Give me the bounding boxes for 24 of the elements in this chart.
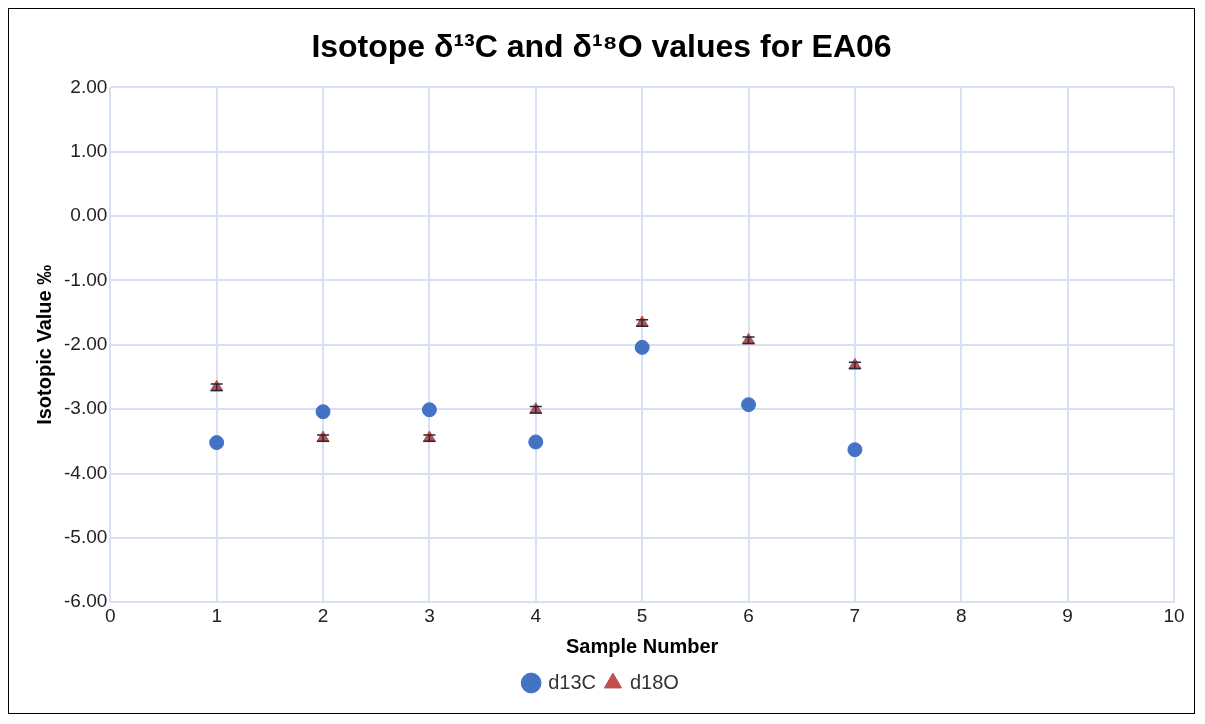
x-tick-label: 6 xyxy=(743,604,754,626)
x-tick-label: 4 xyxy=(530,604,542,626)
y-tick-label: 2.00 xyxy=(70,75,108,97)
x-tick-label: 2 xyxy=(317,604,329,626)
y-tick-label: -5.00 xyxy=(63,526,108,548)
x-tick-label: 5 xyxy=(636,604,648,626)
y-tick-label: 0.00 xyxy=(70,204,108,226)
y-tick-label: -3.00 xyxy=(63,397,108,419)
x-tick-label: 0 xyxy=(105,604,116,626)
x-tick-label: 9 xyxy=(1062,604,1073,626)
x-tick-label: 8 xyxy=(955,604,967,626)
x-axis-title: Sample Number xyxy=(566,634,719,657)
x-tick-label: 7 xyxy=(849,604,861,626)
y-tick-label: -4.00 xyxy=(63,461,108,483)
x-tick-label: 3 xyxy=(424,604,435,626)
legend-label: d18O xyxy=(629,670,679,693)
y-axis-title: Isotopic Value ‰ xyxy=(32,264,55,425)
x-tick-label: 10 xyxy=(1163,604,1185,626)
y-tick-label: -1.00 xyxy=(63,268,108,290)
y-tick-label: -2.00 xyxy=(63,333,108,355)
x-tick-label: 1 xyxy=(211,604,222,626)
legend-label: d13C xyxy=(548,670,596,693)
y-tick-label: 1.00 xyxy=(70,139,108,161)
chart-title: Isotope δ¹³C and δ¹⁸O values for EA06 xyxy=(311,28,892,65)
